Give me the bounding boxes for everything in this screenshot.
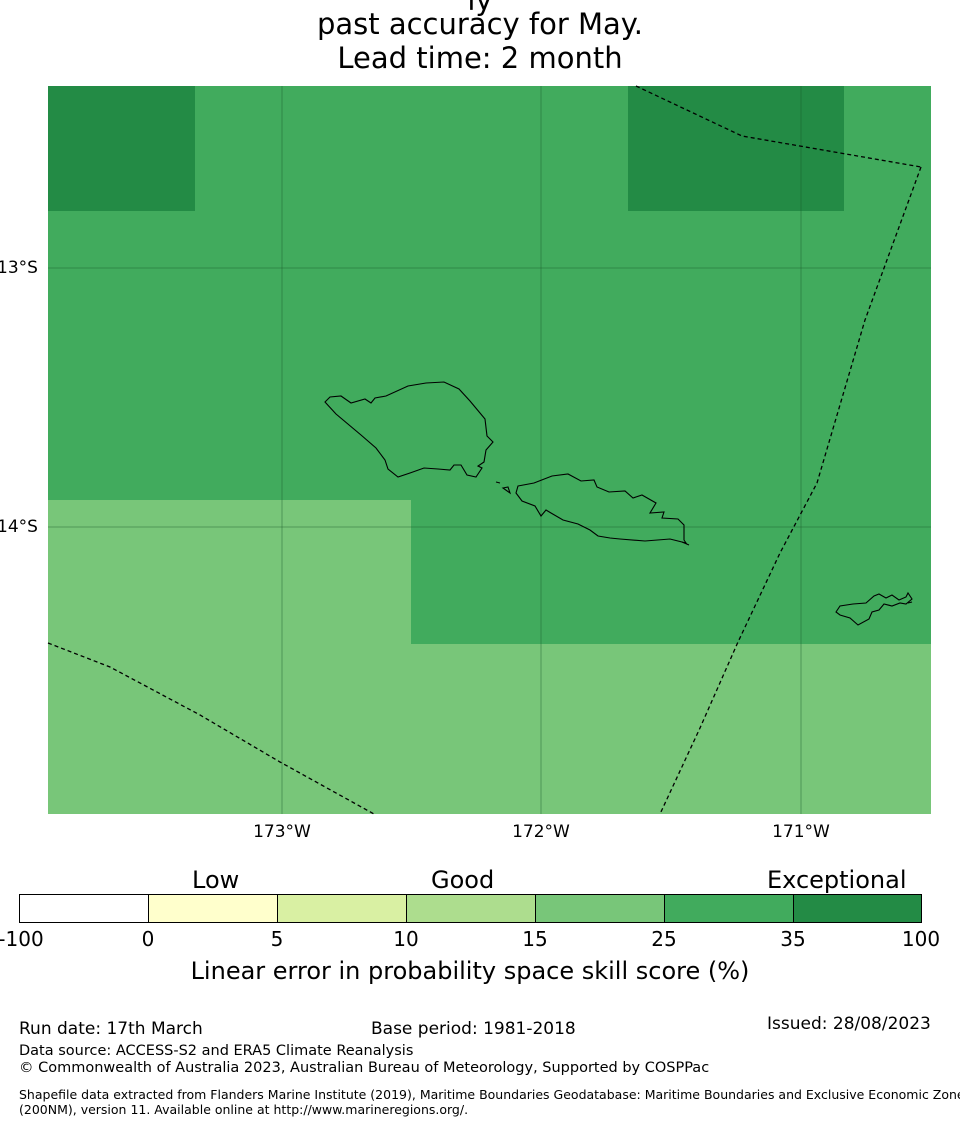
shapefile-citation-line-1: Shapefile data extracted from Flanders M… — [19, 1087, 960, 1102]
lat-label-14s: 14°S — [0, 517, 38, 537]
colorbar-tick-100: 100 — [901, 927, 941, 951]
colorbar-tick-25: 25 — [651, 927, 677, 951]
map-title-line-3: Lead time: 2 month — [337, 41, 623, 75]
map-title-line-1: ly — [467, 0, 493, 17]
colorbar-segment-3 — [277, 894, 407, 923]
coastlines — [324, 381, 913, 626]
eez-boundary-north — [635, 85, 922, 168]
colorbar-tick-10: 10 — [393, 927, 419, 951]
colorbar-segment-5 — [535, 894, 665, 923]
skill-cell-exceptional-ne — [628, 86, 844, 211]
category-label-exceptional: Exceptional — [767, 866, 907, 894]
upolu-island-outline — [515, 473, 688, 544]
colorbar-tick-minus100: -100 — [0, 927, 44, 951]
eez-boundary-southwest — [47, 642, 375, 815]
lat-label-13s: 13°S — [0, 258, 38, 278]
colorbar-segment-2 — [148, 894, 278, 923]
run-date: Run date: 17th March — [19, 1019, 203, 1039]
lon-label-173w: 173°W — [253, 822, 311, 842]
copyright-notice: © Commonwealth of Australia 2023, Austra… — [19, 1060, 710, 1076]
lon-label-172w: 172°W — [512, 822, 570, 842]
upolu-east-tip — [681, 541, 690, 546]
graticule — [48, 86, 931, 814]
eez-boundaries — [47, 85, 922, 815]
base-period: Base period: 1981-2018 — [371, 1019, 576, 1039]
savaii-island-outline — [324, 381, 494, 478]
category-label-low: Low — [192, 866, 240, 894]
colorbar-segment-6 — [664, 894, 794, 923]
map-panel — [47, 85, 931, 815]
colorbar-segment-1 — [19, 894, 149, 923]
colorbar-tick-5: 5 — [270, 927, 284, 951]
skill-cell-exceptional-nw — [48, 86, 195, 211]
manono-islet — [495, 481, 501, 484]
colorbar-tick-15: 15 — [522, 927, 548, 951]
map-title-line-2: past accuracy for May. — [316, 7, 644, 41]
skill-grid — [48, 86, 931, 814]
issued-date: Issued: 28/08/2023 — [767, 1014, 931, 1034]
skill-cell-moderate-sw — [48, 500, 411, 814]
data-source: Data source: ACCESS-S2 and ERA5 Climate … — [19, 1043, 414, 1059]
colorbar-tick-0: 0 — [141, 927, 155, 951]
colorbar-segment-7 — [793, 894, 922, 923]
skill-cell-moderate-s — [411, 644, 931, 814]
tutuila-island-outline — [835, 591, 913, 626]
category-label-good: Good — [431, 866, 495, 894]
shapefile-citation-line-2: (200NM), version 11. Available online at… — [19, 1102, 469, 1117]
lon-label-171w: 171°W — [772, 822, 830, 842]
colorbar-segment-4 — [406, 894, 536, 923]
eez-boundary-east — [659, 166, 922, 815]
colorbar-tick-35: 35 — [780, 927, 806, 951]
colorbar-title: Linear error in probability space skill … — [190, 957, 750, 985]
colorbar-frame — [19, 894, 922, 923]
apolima-islet — [501, 486, 512, 495]
aunuu-islet — [907, 601, 913, 604]
